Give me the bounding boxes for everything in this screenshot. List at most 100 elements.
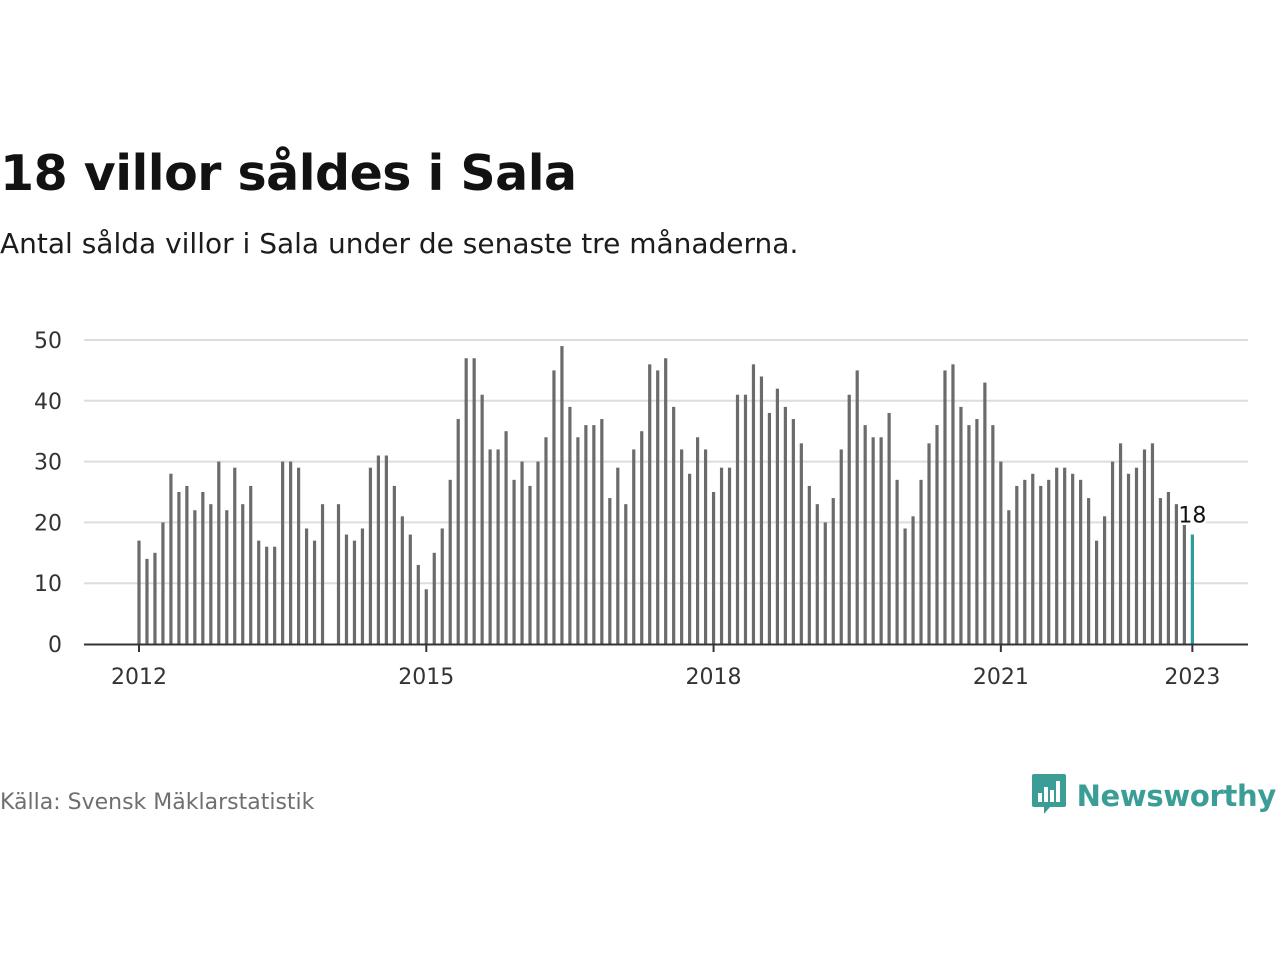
bar — [368, 467, 373, 644]
bar — [1079, 479, 1083, 644]
bar — [616, 467, 620, 644]
newsworthy-logo[interactable]: Newsworthy — [1031, 772, 1276, 820]
bar — [209, 504, 213, 644]
bar — [1087, 498, 1091, 644]
bars — [137, 346, 1194, 644]
bar — [520, 461, 524, 644]
bar — [432, 552, 436, 644]
bar — [648, 364, 652, 644]
bar — [855, 370, 859, 644]
chart-subtitle: Antal sålda villor i Sala under de senas… — [0, 227, 799, 260]
bar — [408, 534, 412, 644]
bar — [831, 498, 835, 644]
y-tick-label: 10 — [34, 572, 62, 597]
bar — [919, 479, 923, 644]
bar — [1174, 504, 1178, 644]
bar — [751, 364, 756, 644]
bar — [568, 406, 572, 644]
bar — [1126, 473, 1131, 644]
bar — [456, 419, 460, 644]
bar — [624, 504, 628, 644]
bar — [592, 425, 596, 644]
x-tick-label: 2012 — [111, 665, 167, 690]
bar — [472, 358, 476, 644]
bar-chart: 0 10 20 30 40 50 2012 2015 2018 2021 2023 18 — [34, 329, 1248, 690]
bar — [352, 540, 357, 644]
bar — [1142, 449, 1147, 644]
bar — [608, 498, 612, 644]
chart-title: 18 villor såldes i Sala — [0, 145, 577, 202]
y-tick-label: 0 — [48, 633, 62, 658]
bar — [233, 467, 237, 644]
brand-name: Newsworthy — [1076, 779, 1277, 813]
bar — [217, 461, 221, 644]
bar — [225, 510, 229, 644]
bar — [488, 449, 492, 644]
bar — [879, 437, 883, 644]
bar — [1023, 479, 1027, 644]
bar — [336, 504, 341, 644]
bar — [975, 419, 979, 644]
bar — [536, 461, 540, 644]
bar — [967, 425, 971, 644]
highlight-value-label: 18 — [1178, 504, 1206, 529]
bar — [815, 504, 819, 644]
bar — [312, 540, 317, 644]
bar — [991, 425, 995, 644]
bar-highlight — [1190, 534, 1194, 644]
bar — [600, 419, 604, 644]
bar — [887, 412, 891, 644]
bar — [161, 522, 165, 644]
bar — [320, 504, 325, 644]
bar — [560, 346, 564, 644]
y-tick-label: 50 — [34, 329, 62, 354]
bar — [273, 546, 277, 644]
bar — [727, 467, 732, 644]
y-axis-ticks: 0 10 20 30 40 50 — [34, 329, 62, 658]
bar — [504, 431, 508, 644]
bar — [1158, 498, 1163, 644]
bar — [791, 419, 795, 644]
bar — [552, 370, 556, 644]
bar — [1039, 485, 1043, 644]
bar — [1063, 467, 1067, 644]
bar — [480, 394, 484, 644]
bar — [193, 510, 197, 644]
bar — [145, 558, 149, 644]
bar-chart-speech-bubble-icon — [1031, 772, 1067, 820]
y-tick-label: 30 — [34, 451, 62, 476]
bar — [839, 449, 843, 644]
bar — [1134, 467, 1139, 644]
bar — [400, 516, 404, 644]
bar — [632, 449, 636, 644]
bar — [1118, 443, 1123, 644]
bar — [951, 364, 955, 644]
bar — [257, 540, 261, 644]
bar — [807, 485, 811, 644]
bar — [281, 461, 285, 644]
x-tick-label: 2018 — [686, 665, 742, 690]
bar — [696, 437, 700, 644]
bar — [424, 589, 428, 644]
bar — [249, 485, 253, 644]
bar — [871, 437, 875, 644]
bar — [903, 528, 907, 644]
bar — [576, 437, 580, 644]
y-tick-label: 40 — [34, 390, 62, 415]
bar — [959, 406, 963, 644]
bar — [823, 522, 827, 644]
bar — [911, 516, 915, 644]
bar — [935, 425, 939, 644]
bar — [656, 370, 660, 644]
bar — [512, 479, 516, 644]
y-tick-label: 20 — [34, 511, 62, 536]
bar — [767, 412, 772, 644]
bar — [169, 473, 173, 644]
bar — [265, 546, 269, 644]
bar — [664, 358, 668, 644]
bar — [201, 492, 205, 644]
x-tick-label: 2023 — [1164, 665, 1220, 690]
bar — [895, 479, 899, 644]
bar — [999, 461, 1003, 644]
bar — [1095, 540, 1099, 644]
